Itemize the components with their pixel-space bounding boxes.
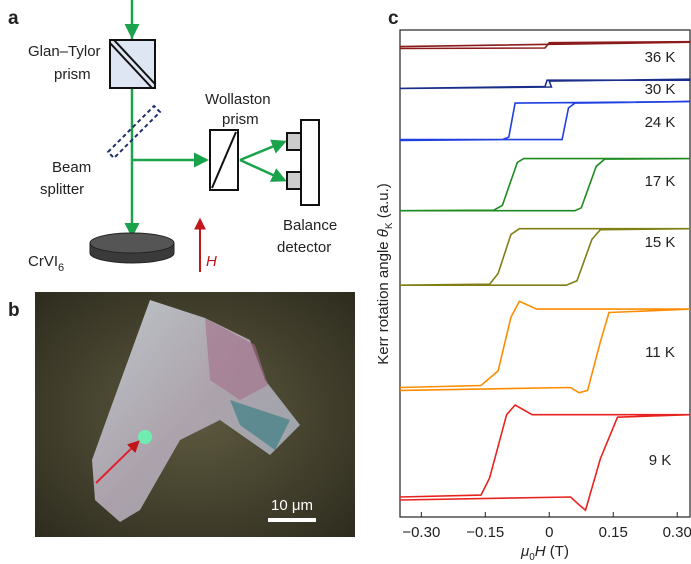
y-axis-label: Kerr rotation angle xyxy=(375,237,392,365)
x-axis-label: H xyxy=(535,543,546,560)
label: Glan–Tylor xyxy=(28,43,101,60)
schematic: Glan–Tylor prism Beam splitter Wollaston… xyxy=(28,0,337,274)
glan-prism xyxy=(110,40,155,88)
y-axis-label: (a.u.) xyxy=(375,183,392,222)
detector xyxy=(301,120,319,205)
label: prism xyxy=(222,111,259,128)
x-axis-label: μ0H (T) xyxy=(520,543,569,563)
x-axis-label: (T) xyxy=(546,543,569,560)
x-tick-label: −0.30 xyxy=(402,524,440,541)
series-label: 11 K xyxy=(645,344,675,361)
panel-label: a xyxy=(8,8,19,29)
loop-curve xyxy=(400,405,690,510)
series-label: 30 K xyxy=(645,81,676,98)
label: Wollaston xyxy=(205,91,271,108)
series-label: 36 K xyxy=(645,49,676,66)
series-label: 9 K xyxy=(649,452,672,469)
series-label: 24 K xyxy=(645,114,676,131)
label: Beam xyxy=(52,159,91,176)
beam xyxy=(240,160,284,180)
sample-disk xyxy=(90,233,174,253)
label: detector xyxy=(277,239,331,256)
beam-splitter xyxy=(108,106,160,158)
label: Balance xyxy=(283,217,337,234)
laser-spot xyxy=(138,430,152,444)
label: CrVI6 xyxy=(28,253,64,274)
figure: a b c Glan–Tylor prism Beam splitter Wol… xyxy=(0,0,691,564)
x-tick-label: 0.15 xyxy=(599,524,628,541)
label: 6 xyxy=(58,262,64,274)
photodiode xyxy=(287,133,301,150)
series-label: 17 K xyxy=(645,173,676,190)
loop-curve xyxy=(400,42,690,49)
x-axis-label: μ xyxy=(520,543,529,560)
micrograph: 10 μm xyxy=(35,292,355,537)
label: splitter xyxy=(40,181,84,198)
label: prism xyxy=(54,66,91,83)
x-tick-label: 0 xyxy=(545,524,553,541)
beam xyxy=(240,142,284,160)
photodiode xyxy=(287,172,301,189)
label: CrVI xyxy=(28,253,58,270)
series-label: 15 K xyxy=(645,234,676,251)
y-axis-label: θ xyxy=(375,229,392,237)
scale-label: 10 μm xyxy=(271,497,313,514)
x-tick-label: −0.15 xyxy=(466,524,504,541)
x-tick-label: 0.30 xyxy=(663,524,691,541)
y-axis-label: Kerr rotation angle θK (a.u.) xyxy=(375,183,395,365)
panel-label: b xyxy=(8,300,20,321)
panel-label: c xyxy=(388,8,399,29)
label: H xyxy=(206,253,217,270)
